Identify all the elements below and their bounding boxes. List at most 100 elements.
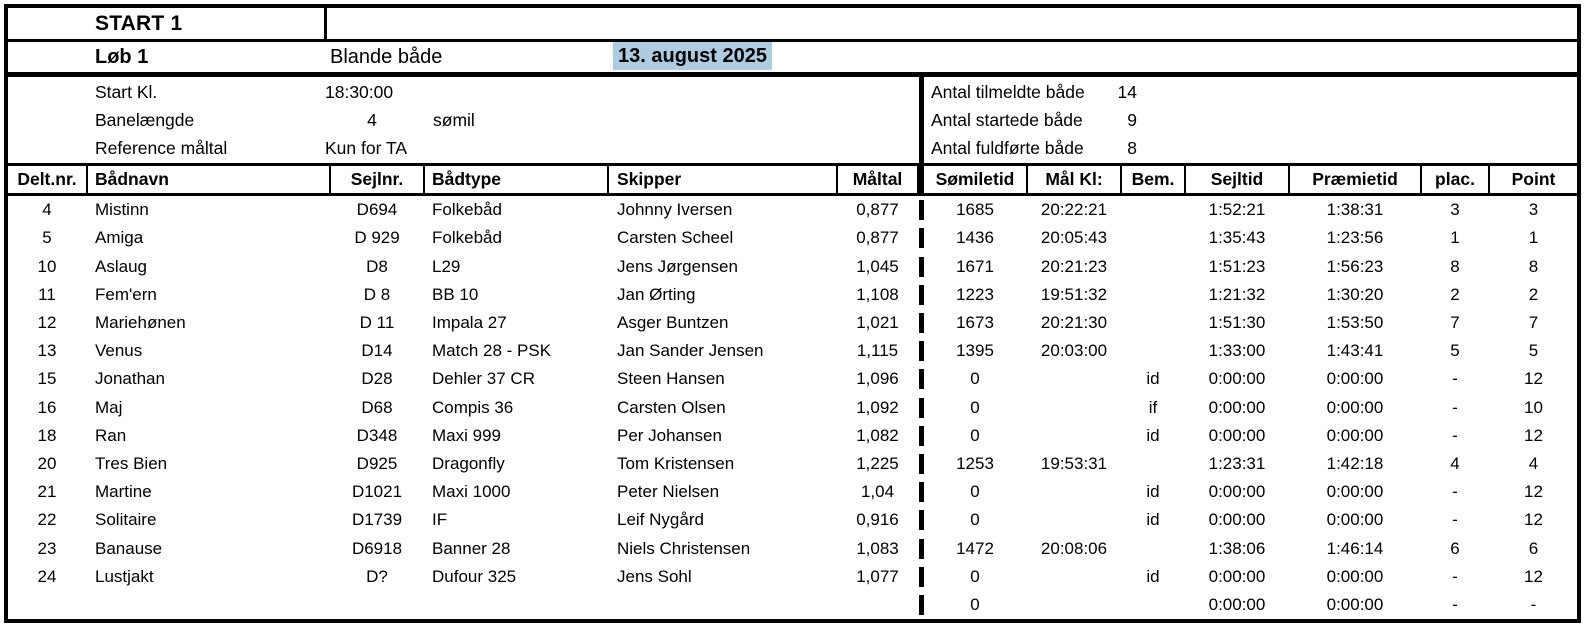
table-cell: 10 (37, 256, 57, 276)
table-cell: Carsten Olsen (617, 397, 726, 417)
info-label: Antal fuldførte både (931, 138, 1084, 159)
table-cell: 1:53:50 (1326, 312, 1384, 332)
table-cell: D8 (366, 256, 388, 276)
table-cell: D1021 (351, 482, 403, 502)
table-cell: 1,108 (856, 284, 899, 304)
table-cell: 1:21:32 (1208, 284, 1266, 304)
table-cell: - (1452, 425, 1458, 445)
column-header-m-l-kl: Mål Kl: (1028, 166, 1122, 193)
table-cell: D? (366, 566, 388, 586)
table-cell: 12 (1524, 482, 1543, 502)
table-row: 12 Mariehønen D 11 Impala 27 Asger Buntzen 1,… (8, 309, 1577, 337)
table-cell: 20:22:21 (1040, 200, 1108, 220)
table-cell: 2 (1528, 284, 1539, 304)
table-cell: 2 (1450, 284, 1460, 304)
table-cell: Maxi 999 (432, 425, 501, 445)
table-cell: 6 (1450, 538, 1460, 558)
start-header-empty-cell (327, 8, 1577, 39)
table-cell: 7 (1528, 312, 1539, 332)
table-cell: Lustjakt (95, 566, 154, 586)
info-value: 18:30:00 (325, 81, 394, 102)
table-cell: Compis 36 (432, 397, 514, 417)
table-cell: 0:00:00 (1208, 369, 1266, 389)
table-cell: 0:00:00 (1326, 425, 1384, 445)
table-cell: Leif Nygård (617, 510, 704, 530)
table-cell: Jan Ørting (617, 284, 696, 304)
race-header-row: Løb 1 Blande både 13. august 2025 (8, 42, 1577, 77)
table-cell: 1,083 (856, 538, 899, 558)
table-cell: 5 (42, 228, 52, 248)
table-cell: D925 (356, 453, 398, 473)
table-cell: Martine (95, 482, 152, 502)
race-info-section: Start Kl. 18:30:00 Banelængde 4 sømil Re… (8, 77, 1577, 163)
table-cell: 20:21:23 (1040, 256, 1108, 276)
table-cell: - (1452, 566, 1458, 586)
info-started-boats-row: Antal startede både 9 (924, 106, 1577, 134)
table-cell: 19:53:31 (1040, 453, 1108, 473)
race-date: 13. august 2025 (613, 42, 772, 70)
table-cell: 1:23:31 (1208, 453, 1266, 473)
table-cell: BB 10 (432, 284, 479, 304)
table-cell: 21 (37, 482, 57, 502)
info-label: Banelængde (95, 109, 195, 130)
table-cell: 1,04 (860, 482, 895, 502)
table-cell: Dehler 37 CR (432, 369, 535, 389)
table-cell: 0,916 (856, 510, 899, 530)
table-cell: 1,082 (856, 425, 899, 445)
table-cell: id (1146, 566, 1160, 586)
table-cell: D1739 (351, 510, 403, 530)
table-cell: 1:33:00 (1208, 341, 1266, 361)
table-cell: Carsten Scheel (617, 228, 734, 248)
table-cell: 0:00:00 (1208, 425, 1266, 445)
table-cell: if (1148, 397, 1158, 417)
table-cell: 0,877 (856, 200, 899, 220)
table-cell: D6918 (351, 538, 403, 558)
table-cell: Maj (95, 397, 123, 417)
table-cell: 20 (37, 453, 57, 473)
table-row: 11 Fem'ern D 8 BB 10 Jan Ørting 1,108 1223 19:5… (8, 281, 1577, 309)
column-header-plac: plac. (1422, 166, 1490, 193)
table-cell: 20:03:00 (1040, 341, 1108, 361)
table-cell: - (1452, 510, 1458, 530)
info-finished-boats-row: Antal fuldførte både 8 (924, 135, 1577, 163)
table-cell: D 8 (363, 284, 391, 304)
table-cell: Per Johansen (617, 425, 722, 445)
table-row: 20 Tres Bien D925 Dragonfly Tom Kristensen 1,… (8, 450, 1577, 478)
info-label: Reference måltal (95, 138, 228, 159)
table-cell: Dragonfly (432, 453, 505, 473)
table-cell: Ran (95, 425, 127, 445)
column-header-sejlnr: Sejlnr. (331, 166, 425, 193)
table-cell: IF (432, 510, 448, 530)
column-header-b-dtype: Bådtype (425, 166, 609, 193)
table-cell: id (1146, 425, 1160, 445)
table-cell: 1:51:23 (1208, 256, 1266, 276)
table-cell: 1,092 (856, 397, 899, 417)
table-cell: Peter Nielsen (617, 482, 720, 502)
table-cell: Niels Christensen (617, 538, 751, 558)
info-value: 8 (1127, 138, 1137, 159)
table-cell: 0 (919, 425, 1028, 446)
table-cell: id (1146, 510, 1160, 530)
table-cell: 7 (1450, 312, 1460, 332)
table-cell: 0:00:00 (1208, 482, 1266, 502)
table-row: 23 Banause D6918 Banner 28 Niels Christensen… (8, 534, 1577, 562)
table-cell: 0 (919, 566, 1028, 587)
table-cell: L29 (432, 256, 461, 276)
table-cell: 1,096 (856, 369, 899, 389)
table-cell: 0:00:00 (1326, 369, 1384, 389)
start-title: START 1 (95, 11, 183, 35)
table-cell: 12 (37, 312, 57, 332)
table-row: 0 0:00:00 0:00:00 - - (8, 591, 1577, 619)
table-cell: 1472 (919, 538, 1028, 559)
table-cell: D 11 (359, 312, 395, 332)
table-cell: 1,021 (856, 312, 899, 332)
info-reference-row: Reference måltal Kun for TA (8, 135, 919, 163)
table-cell: 24 (37, 566, 57, 586)
table-cell: 1 (1528, 228, 1539, 248)
table-cell: 1,077 (856, 566, 899, 586)
column-header-sejltid: Sejltid (1186, 166, 1290, 193)
table-cell: 12 (1524, 369, 1543, 389)
table-cell: 22 (37, 510, 57, 530)
table-cell: 0:00:00 (1208, 566, 1266, 586)
table-row: 18 Ran D348 Maxi 999 Per Johansen 1,082 0 id 0:0… (8, 422, 1577, 450)
